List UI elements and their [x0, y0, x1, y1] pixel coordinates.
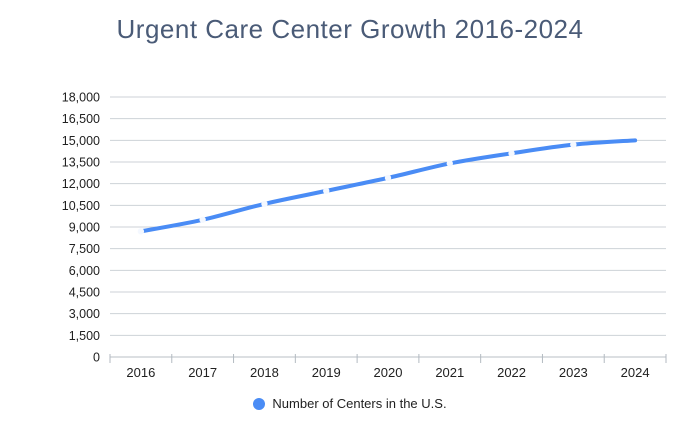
x-axis-label: 2019	[312, 365, 341, 380]
x-axis-label: 2024	[621, 365, 650, 380]
y-axis-label: 16,500	[62, 112, 100, 126]
chart-legend: Number of Centers in the U.S.	[0, 396, 700, 411]
x-axis-label: 2023	[559, 365, 588, 380]
y-axis-label: 6,000	[69, 264, 100, 278]
data-point-marker	[570, 141, 577, 148]
data-point-marker	[199, 216, 206, 223]
chart-title: Urgent Care Center Growth 2016-2024	[116, 14, 584, 44]
y-axis-label: 13,500	[62, 156, 100, 170]
y-axis-label: 18,000	[62, 91, 100, 105]
data-point-marker	[323, 187, 330, 195]
x-axis-label: 2018	[250, 365, 279, 380]
x-axis-label: 2021	[435, 365, 464, 380]
y-axis-label: 0	[93, 351, 100, 365]
data-point-marker	[261, 200, 268, 208]
y-axis-label: 1,500	[69, 329, 100, 343]
y-axis-label: 9,000	[69, 221, 100, 235]
y-axis-label: 4,500	[69, 286, 100, 300]
y-axis-label: 12,000	[62, 177, 100, 191]
data-point-marker	[508, 150, 515, 157]
legend-series-dot-icon	[253, 397, 266, 410]
x-axis-label: 2020	[374, 365, 403, 380]
series-line	[138, 138, 638, 234]
data-point-marker	[137, 228, 145, 235]
y-axis-label: 15,000	[62, 134, 100, 148]
data-point-marker	[384, 174, 392, 182]
y-axis-label: 7,500	[69, 242, 100, 256]
y-axis-label: 3,000	[69, 307, 100, 321]
legend-series-label: Number of Centers in the U.S.	[272, 396, 447, 411]
y-axis-label: 10,500	[62, 199, 100, 213]
x-axis-label: 2016	[126, 365, 155, 380]
data-point-marker	[446, 160, 453, 167]
x-axis-label: 2022	[497, 365, 526, 380]
x-axis-label: 2017	[188, 365, 217, 380]
